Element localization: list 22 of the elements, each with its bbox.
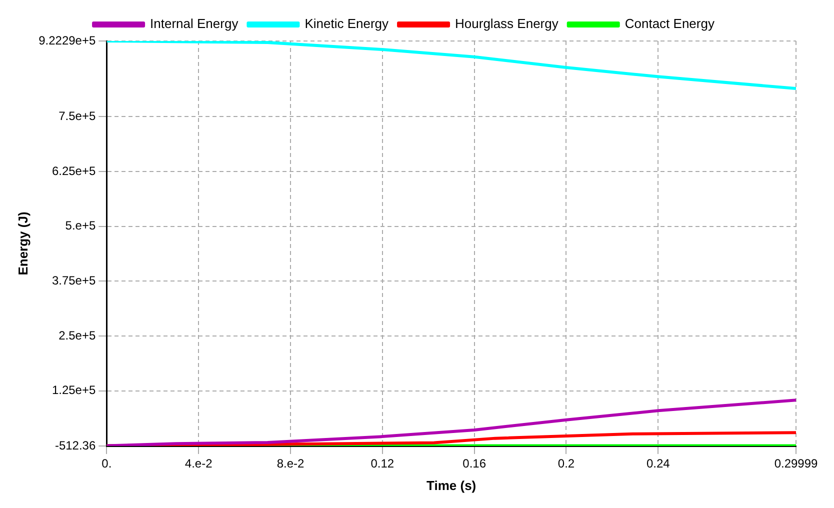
legend-label: Kinetic Energy	[304, 16, 390, 32]
y-tick-label: 6.25e+5	[52, 164, 96, 178]
x-tick-label: 0.2	[558, 456, 575, 471]
legend-label: Hourglass Energy	[455, 16, 559, 32]
y-tick-label: 3.75e+5	[52, 274, 96, 288]
x-tick-label: 4.e-2	[184, 456, 213, 471]
y-tick-label: 9.2229e+5	[38, 33, 96, 48]
y-tick-label: -512.36	[54, 438, 96, 452]
x-tick-label: 0.24	[646, 456, 670, 471]
y-tick-label: 7.5e+5	[58, 108, 96, 123]
legend-label: Internal Energy	[150, 16, 239, 32]
x-axis-title: Time (s)	[426, 478, 476, 493]
x-tick-label: 8.e-2	[276, 456, 304, 471]
y-tick-label: 2.5e+5	[58, 328, 96, 342]
x-tick-label: 0.16	[462, 456, 486, 471]
x-tick-label: 0.12	[370, 456, 394, 471]
x-tick-label: 0.29999	[774, 456, 818, 471]
y-tick-label: 1.25e+5	[52, 383, 96, 398]
legend-label: Contact Energy	[624, 16, 715, 32]
y-axis-title: Energy (J)	[15, 212, 30, 276]
y-tick-label: 5.e+5	[65, 218, 96, 233]
x-tick-label: 0.	[102, 456, 112, 471]
